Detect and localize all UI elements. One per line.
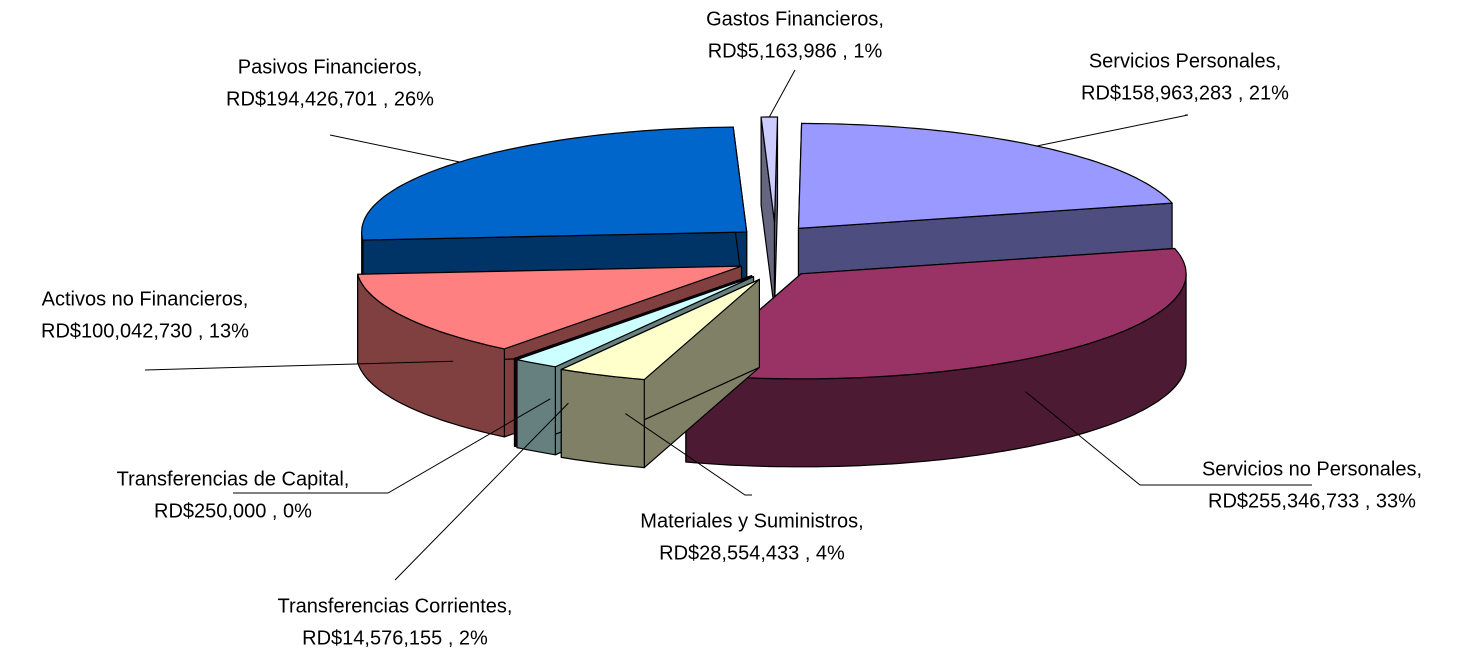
slice-label-value: RD$158,963,283 , 21% bbox=[1081, 82, 1289, 104]
leader-line bbox=[1036, 114, 1189, 147]
slice-label-name: Servicios no Personales, bbox=[1202, 458, 1422, 480]
leader-line bbox=[625, 413, 752, 496]
slice-label-name: Materiales y Suministros, bbox=[640, 510, 863, 532]
slice-label-name: Activos no Financieros, bbox=[42, 288, 249, 310]
slice-label-name: Servicios Personales, bbox=[1089, 50, 1281, 72]
slice-label-name: Gastos Financieros, bbox=[706, 8, 884, 30]
slice-top bbox=[361, 126, 748, 241]
slice-label-value: RD$28,554,433 , 4% bbox=[659, 542, 845, 564]
slice-top bbox=[357, 265, 743, 350]
slice-label-value: RD$194,426,701 , 26% bbox=[226, 88, 434, 110]
slice-top bbox=[513, 275, 753, 360]
slice bbox=[685, 247, 1187, 468]
leader-line bbox=[394, 402, 569, 581]
leader-line bbox=[768, 69, 796, 118]
slice-label-name: Pasivos Financieros, bbox=[238, 56, 423, 78]
slice bbox=[560, 278, 761, 469]
leader-line bbox=[233, 398, 551, 494]
slice-label-name: Transferencias Corrientes, bbox=[278, 595, 513, 617]
leader-line bbox=[1025, 391, 1312, 486]
slice-label-value: RD$5,163,986 , 1% bbox=[708, 40, 883, 62]
slice-top bbox=[560, 278, 761, 381]
slice-top bbox=[685, 247, 1187, 380]
slice-top bbox=[516, 276, 755, 368]
slice-label-value: RD$14,576,155 , 2% bbox=[302, 627, 488, 649]
slice-label-value: RD$250,000 , 0% bbox=[154, 500, 312, 522]
slice bbox=[760, 116, 779, 311]
slice-label-name: Transferencias de Capital, bbox=[117, 468, 350, 490]
slice-side bbox=[513, 357, 516, 448]
slice-label-value: RD$100,042,730 , 13% bbox=[41, 320, 249, 342]
slice-top bbox=[760, 116, 779, 223]
leader-line bbox=[144, 360, 454, 371]
slice-label-value: RD$255,346,733 , 33% bbox=[1208, 490, 1416, 512]
leader-line bbox=[329, 134, 460, 163]
